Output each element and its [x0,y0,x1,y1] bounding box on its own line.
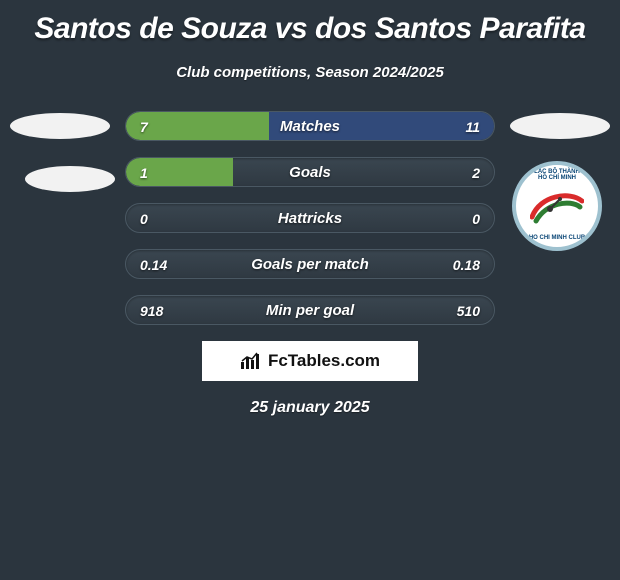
stat-row: 1Goals2 [125,157,495,187]
stat-row: 7Matches11 [125,111,495,141]
stat-label: Goals per match [126,250,494,279]
subtitle: Club competitions, Season 2024/2025 [0,64,620,81]
stat-value-right: 0.18 [453,250,480,279]
date-label: 25 january 2025 [0,399,620,417]
stat-value-right: 2 [472,158,480,187]
stat-label: Matches [126,112,494,141]
stat-label: Goals [126,158,494,187]
stat-value-right: 510 [457,296,480,325]
stat-value-right: 0 [472,204,480,233]
watermark: FcTables.com [202,341,418,381]
club-badge-right: CÂU LẠC BỘ THÀNH PHỐ HỒ CHÍ MINH HO CHI … [512,161,602,251]
page-title: Santos de Souza vs dos Santos Parafita [0,0,620,46]
stat-label: Min per goal [126,296,494,325]
bar-chart-icon [240,352,262,370]
stat-bars: 7Matches11 1Goals2 0Hattricks0 0.14Goals pe… [125,111,495,325]
club-badge-right-icon [530,187,584,225]
watermark-text: FcTables.com [268,351,380,371]
club-badge-left [25,166,115,192]
stat-row: 0Hattricks0 [125,203,495,233]
player-photo-right [510,113,610,139]
stat-row: 918Min per goal510 [125,295,495,325]
player-photo-left [10,113,110,139]
comparison-area: CÂU LẠC BỘ THÀNH PHỐ HỒ CHÍ MINH HO CHI … [0,111,620,325]
stat-row: 0.14Goals per match0.18 [125,249,495,279]
badge-right-bottom-text: HO CHI MINH CLUB [516,235,598,241]
badge-right-top-text: CÂU LẠC BỘ THÀNH PHỐ HỒ CHÍ MINH [516,169,598,181]
stat-label: Hattricks [126,204,494,233]
stat-value-right: 11 [465,112,480,141]
